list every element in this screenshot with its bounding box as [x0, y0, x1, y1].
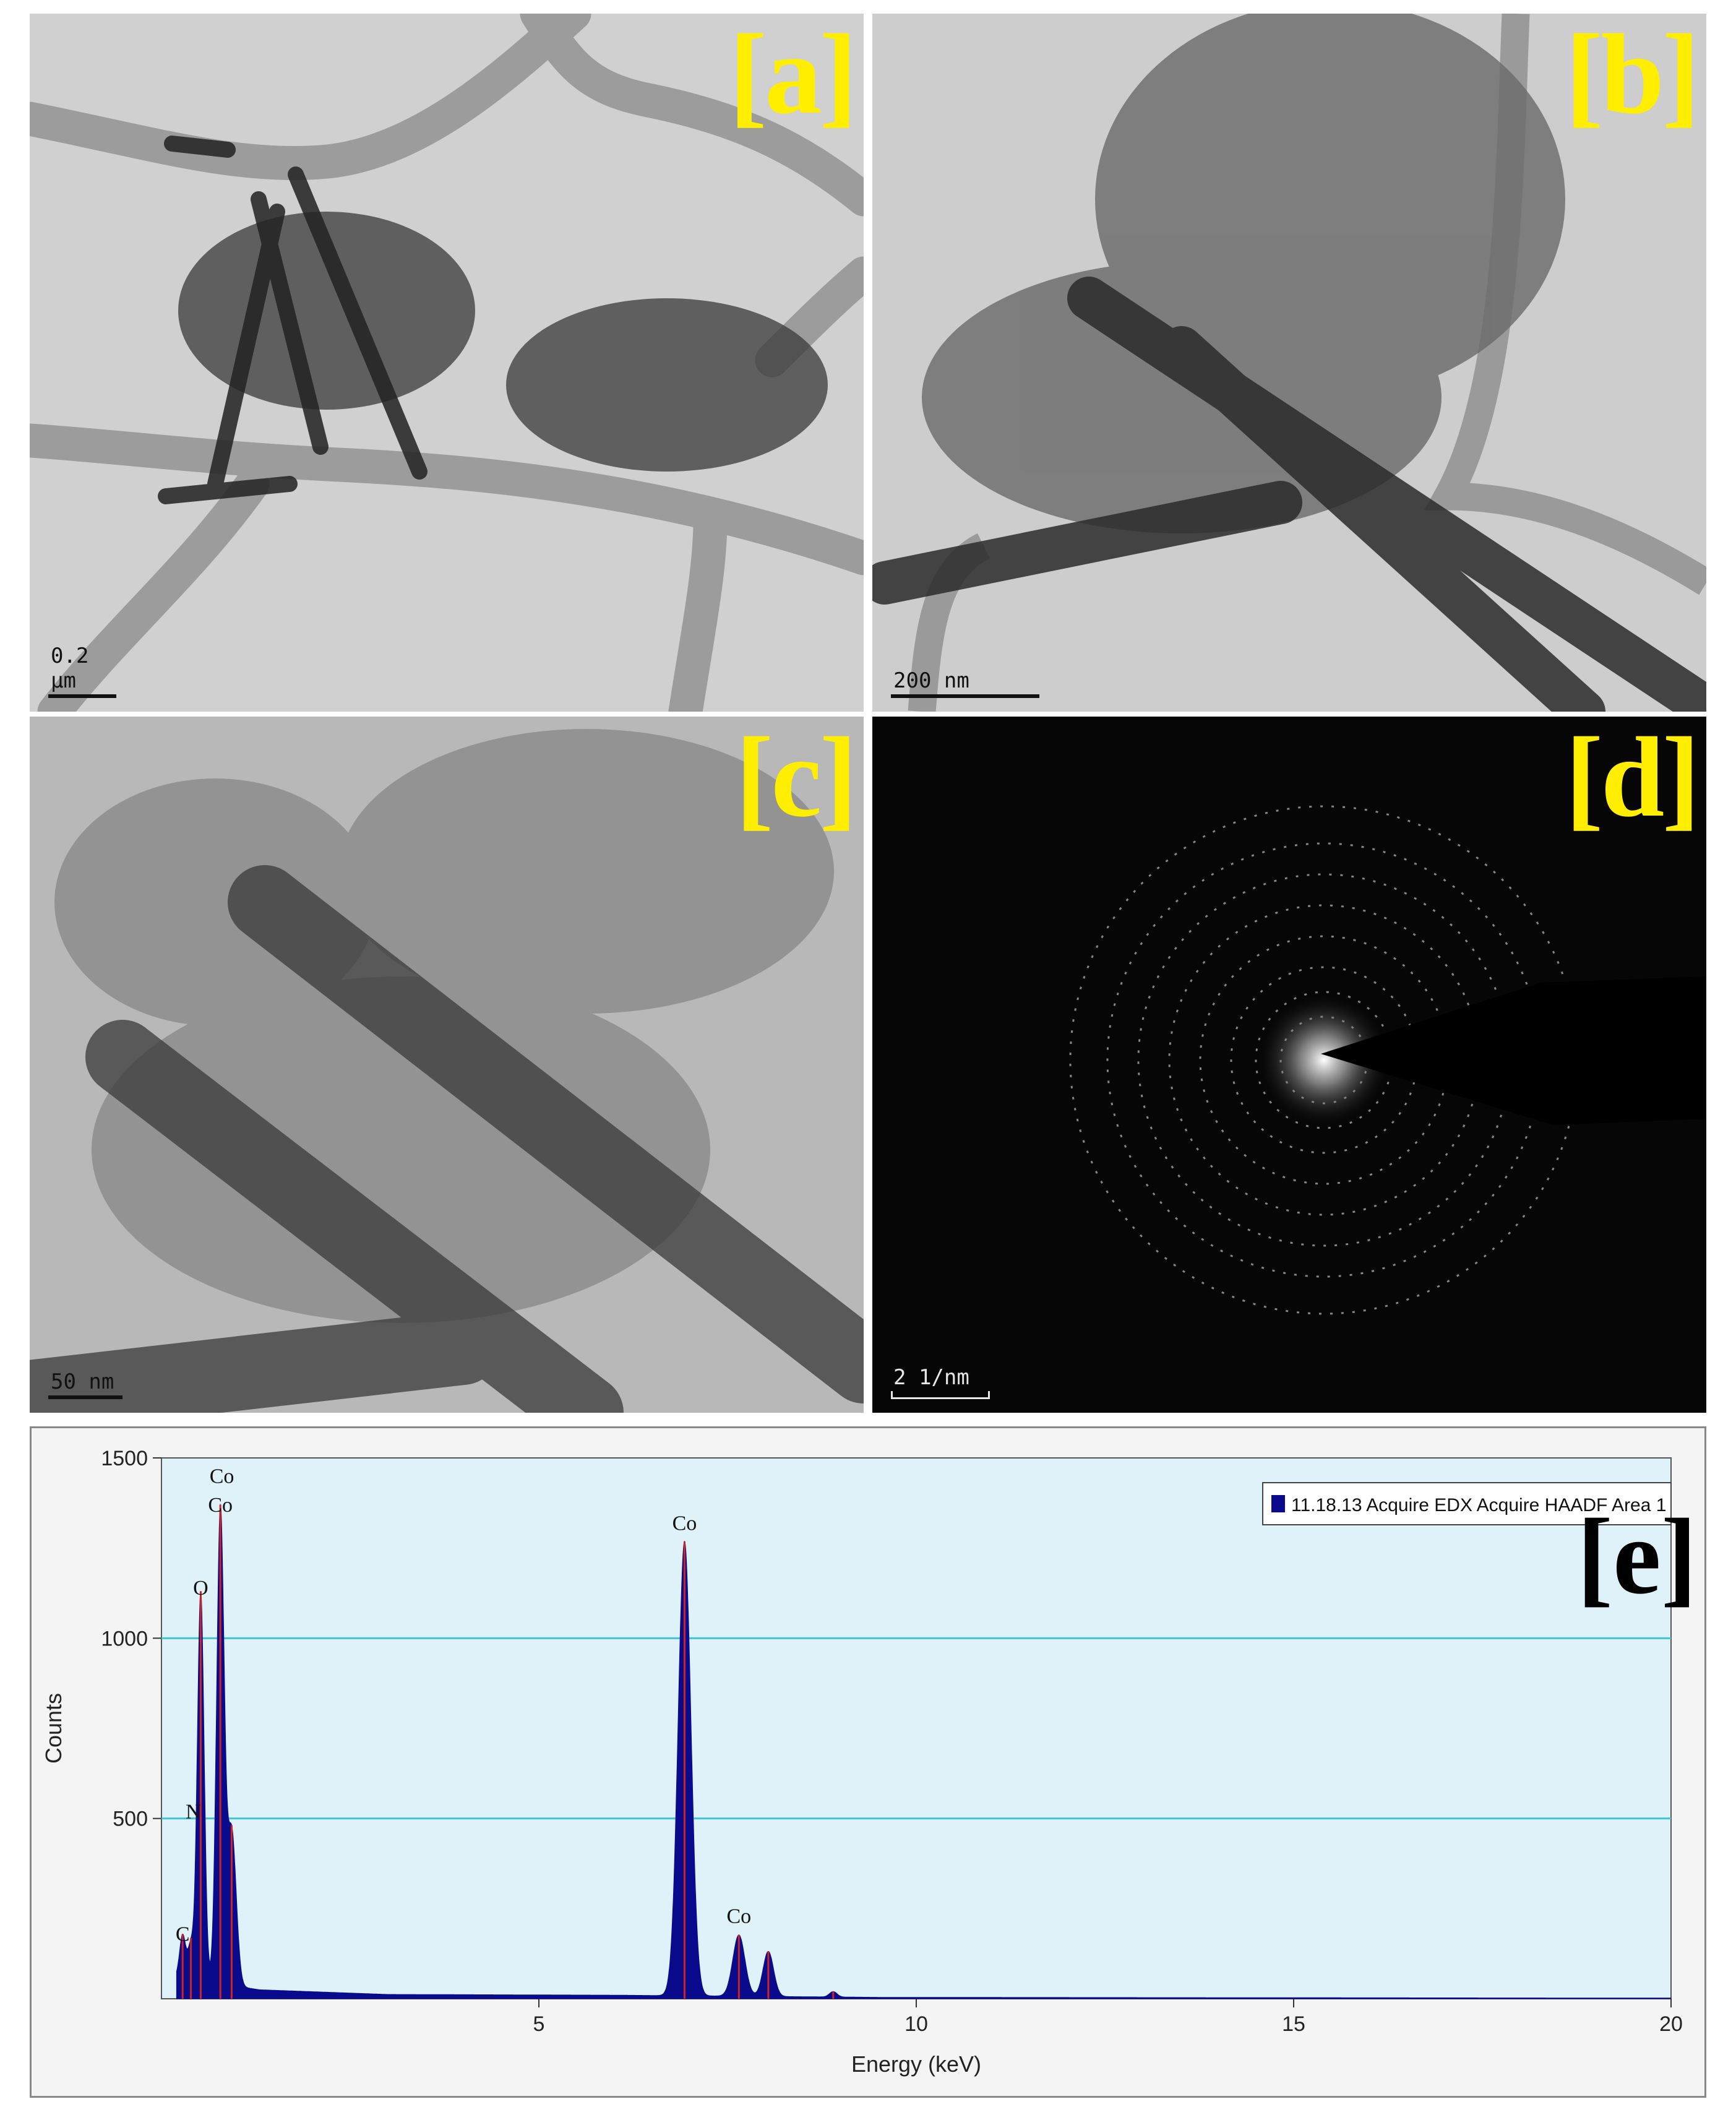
x-axis-label: Energy (keV) [851, 2051, 981, 2077]
spectrum-area [176, 1503, 1672, 1999]
tem-micrograph-a [30, 14, 864, 712]
scale-bar-d: 2 1/nm [891, 1365, 990, 1399]
tem-panel-a: [a] 0.2 µm [30, 14, 864, 712]
peak-label-co-5: Co [672, 1512, 697, 1535]
legend-entry: 11.18.13 Acquire EDX Acquire HAADF Area … [1291, 1495, 1666, 1515]
legend-swatch [1271, 1495, 1285, 1512]
panel-label-a: [a] [729, 14, 857, 138]
x-tick-label-20: 20 [1659, 2012, 1683, 2036]
legend: 11.18.13 Acquire EDX Acquire HAADF Area … [1262, 1482, 1672, 1525]
x-tick-label-10: 10 [905, 2012, 928, 2036]
tem-micrograph-b [872, 14, 1706, 712]
peak-label-co-3: Co [208, 1494, 233, 1517]
panel-label-e: [e] [1576, 1496, 1697, 1616]
x-tick-label-15: 15 [1282, 2012, 1305, 2036]
scale-bar-line-b [891, 694, 1039, 698]
y-tick-label-500: 500 [113, 1808, 148, 1831]
y-tick-label-1500: 1500 [101, 1447, 148, 1470]
scale-bar-label-b: 200 nm [893, 668, 969, 693]
scale-bar-label-d: 2 1/nm [893, 1365, 969, 1390]
panel-label-c: [c] [735, 717, 857, 841]
diffraction-panel-d: [d] 2 1/nm [872, 717, 1706, 1413]
scale-bar-line-d [891, 1391, 990, 1399]
scale-bar-a: 0.2 µm [48, 644, 116, 698]
plot-area [161, 1457, 1672, 1999]
edx-spectrum-panel-e: 5 10 15 20 500 1000 1500 C O N Co Co Co Co 11.18.13 … [30, 1426, 1706, 2098]
tem-micrograph-c [30, 717, 864, 1413]
scale-bar-b: 200 nm [891, 668, 1039, 698]
panel-label-d: [d] [1565, 717, 1700, 841]
edx-spectrum-chart: 5 10 15 20 500 1000 1500 C O N Co Co Co Co 11.18.13 … [41, 1447, 1683, 2077]
panel-label-b: [b] [1565, 14, 1700, 138]
tem-panel-b: [b] 200 nm [872, 14, 1706, 712]
peak-label-co-6: Co [726, 1905, 751, 1928]
scale-bar-line-a [48, 694, 116, 698]
scale-bar-label-c: 50 nm [51, 1369, 114, 1394]
peak-annotations: C O N Co Co Co Co [176, 1465, 751, 1946]
scale-bar-c: 50 nm [48, 1369, 122, 1399]
axes: 5 10 15 20 500 1000 1500 [101, 1447, 1683, 2036]
saed-pattern-d [872, 717, 1706, 1413]
tem-panel-c: [c] 50 nm [30, 717, 864, 1413]
peak-label-n-2: N [186, 1800, 201, 1823]
peak-label-co-4: Co [210, 1465, 234, 1488]
y-axis-label: Counts [41, 1693, 66, 1764]
grid-lines [161, 1637, 1671, 1820]
legend-box [1262, 1482, 1672, 1525]
peak-lines [181, 1504, 835, 1999]
peak-label-c-0: C [176, 1923, 190, 1946]
y-tick-label-1000: 1000 [101, 1627, 148, 1650]
x-tick-label-5: 5 [533, 2012, 545, 2036]
scale-bar-label-a: 0.2 µm [51, 644, 89, 693]
peak-label-o-1: O [193, 1577, 208, 1600]
scale-bar-line-c [48, 1395, 122, 1399]
